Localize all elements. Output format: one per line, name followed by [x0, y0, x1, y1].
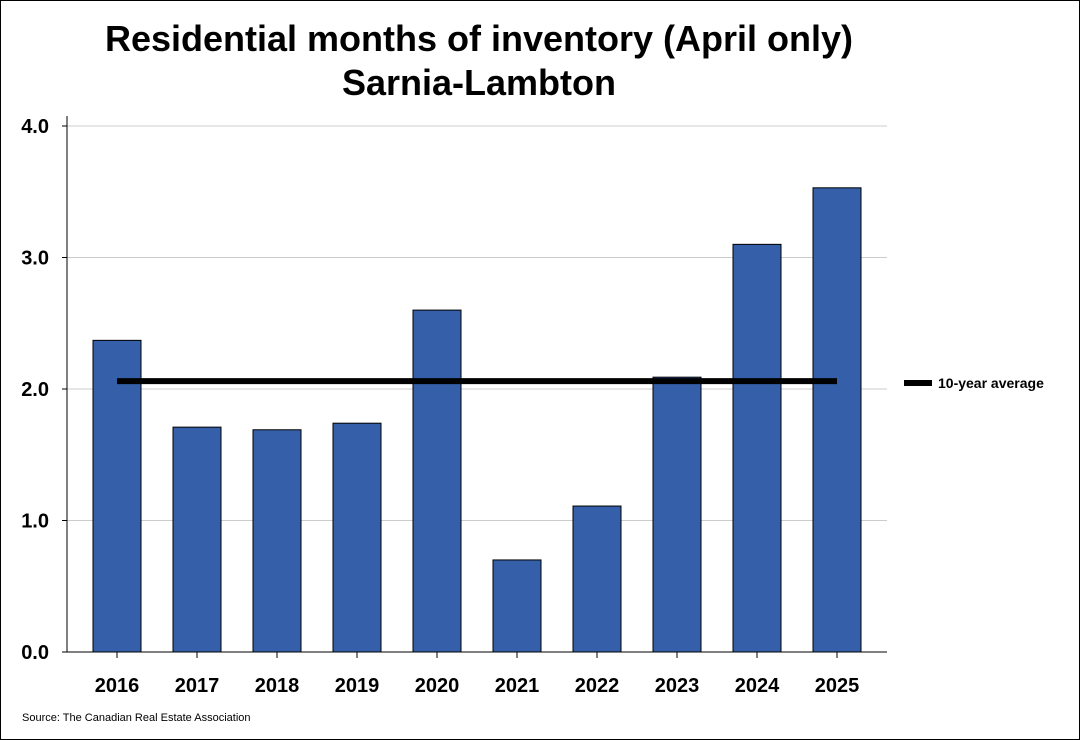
chart-title: Residential months of inventory (April o…	[1, 17, 957, 105]
x-tick-label: 2023	[655, 675, 700, 697]
y-tick-label: 1.0	[21, 511, 49, 533]
bar-2017	[172, 426, 222, 653]
x-tick-label: 2025	[815, 675, 860, 697]
y-tick-label: 3.0	[21, 248, 49, 270]
axes: 0.0 1.0 2.0 3.0 4.0 2016 2017 2018 2019 2020 2021 2…	[21, 116, 887, 697]
bar-2020	[412, 309, 462, 653]
chart-title-line: Residential months of inventory (April o…	[104, 18, 854, 59]
x-tick-label: 2017	[175, 675, 220, 697]
bars	[92, 187, 862, 653]
y-tick-label: 2.0	[21, 379, 49, 401]
x-tick-label: 2020	[415, 675, 460, 697]
source-note: Source: The Canadian Real Estate Associa…	[22, 712, 251, 724]
bar-2023	[652, 376, 702, 653]
y-tick-label: 4.0	[21, 116, 49, 138]
x-tick-label: 2018	[255, 675, 300, 697]
bar-2016	[92, 339, 142, 653]
legend: 10-year average	[904, 375, 1044, 391]
bar-2024	[732, 243, 782, 653]
x-tick-label: 2016	[95, 675, 140, 697]
x-tick-label: 2024	[735, 675, 780, 697]
chart-subtitle: Sarnia-Lambton	[341, 62, 617, 103]
bar-2025	[812, 187, 862, 653]
legend-label: 10-year average	[938, 375, 1044, 391]
x-tick-label: 2019	[335, 675, 380, 697]
bar-2021	[492, 559, 542, 653]
y-tick-label: 0.0	[21, 642, 49, 664]
x-tick-label: 2021	[495, 675, 540, 697]
x-tick-label: 2022	[575, 675, 620, 697]
bar-2019	[332, 422, 382, 653]
bar-2018	[252, 429, 302, 653]
bar-2022	[572, 505, 622, 653]
